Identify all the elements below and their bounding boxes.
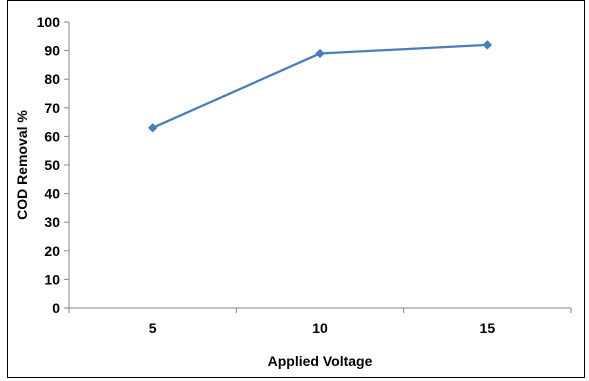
y-tick-label: 70 — [44, 100, 60, 116]
y-tick-label: 90 — [44, 43, 60, 59]
x-tick-label: 15 — [480, 320, 496, 336]
y-tick-label: 60 — [44, 128, 60, 144]
x-tick-label: 5 — [149, 320, 157, 336]
y-tick-label: 80 — [44, 71, 60, 87]
y-tick-label: 50 — [44, 157, 60, 173]
y-tick-label: 30 — [44, 214, 60, 230]
data-point — [147, 123, 158, 133]
x-tick-label: 10 — [312, 320, 328, 336]
data-point — [315, 48, 325, 59]
data-point — [482, 40, 493, 50]
series-group — [147, 40, 493, 133]
y-axis: 0 10 20 30 40 50 60 70 80 90 100 — [37, 14, 70, 316]
x-axis: 5 10 15 — [68, 307, 572, 336]
y-tick-label: 20 — [44, 243, 60, 259]
y-tick-label: 10 — [44, 271, 60, 287]
y-axis-title: COD Removal % — [14, 110, 30, 220]
y-tick-label: 0 — [52, 300, 60, 316]
y-tick-label: 100 — [37, 14, 61, 30]
y-tick-label: 40 — [44, 186, 60, 202]
x-axis-title: Applied Voltage — [268, 353, 373, 369]
